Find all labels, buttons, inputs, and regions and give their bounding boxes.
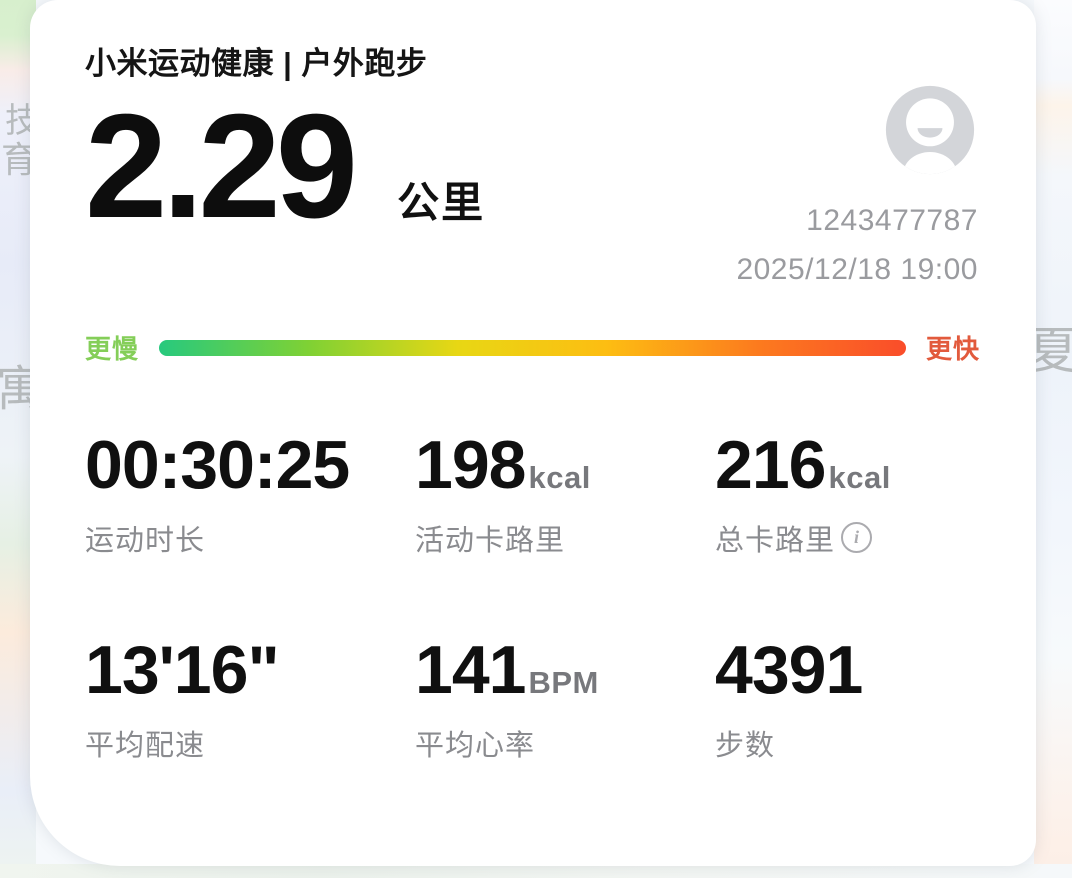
stat-duration: 00:30:25 运动时长: [85, 428, 415, 559]
workout-share-card: 小米运动健康 | 户外跑步 2.29 公里 1243477787 2025/12…: [30, 0, 1036, 866]
stat-unit: BPM: [528, 664, 599, 700]
stat-unit: kcal: [828, 460, 891, 495]
pace-gradient-bar: [159, 339, 906, 356]
profile-block: 1243477787 2025/12/18 19:00: [736, 84, 978, 287]
stat-total-calories: 216 kcal 总卡路里 i: [715, 428, 980, 559]
stat-label: 平均配速: [85, 729, 206, 762]
distance-unit: 公里: [397, 179, 486, 226]
pace-slower-label: 更慢: [85, 334, 140, 364]
pace-row: 更慢 更快: [85, 329, 980, 366]
pace-faster-label: 更快: [925, 334, 980, 364]
stat-label: 步数: [715, 729, 776, 762]
workout-datetime: 2025/12/18 19:00: [736, 253, 978, 286]
stat-value: 141: [415, 631, 526, 708]
distance-row: 2.29 公里: [85, 93, 980, 241]
stat-value: 198: [415, 427, 526, 503]
stat-label: 运动时长: [85, 524, 206, 557]
stat-label: 活动卡路里: [415, 524, 566, 557]
map-strip-right: [1034, 0, 1072, 878]
stat-value: 216: [715, 427, 826, 503]
stat-label: 总卡路里: [715, 524, 836, 557]
stat-unit: kcal: [528, 460, 591, 495]
map-strip-bottom: [0, 864, 1072, 878]
stat-value: 00:30:25: [85, 427, 350, 503]
stat-value: 4391: [715, 631, 863, 708]
info-icon[interactable]: i: [841, 522, 873, 554]
stat-average-pace: 13'16" 平均配速: [85, 631, 415, 764]
stat-steps: 4391 步数: [715, 631, 980, 764]
stat-label: 平均心率: [415, 729, 536, 762]
user-id: 1243477787: [806, 204, 978, 237]
stat-average-heart-rate: 141 BPM 平均心率: [415, 631, 715, 764]
page-title: 小米运动健康 | 户外跑步: [85, 46, 428, 81]
stats-grid: 00:30:25 运动时长 198 kcal 活动卡路里 216 kcal 总卡…: [85, 428, 980, 764]
stat-active-calories: 198 kcal 活动卡路里: [415, 428, 715, 559]
distance-value: 2.29: [85, 84, 358, 249]
stat-value: 13'16": [85, 631, 280, 708]
default-avatar-icon: [885, 85, 975, 175]
